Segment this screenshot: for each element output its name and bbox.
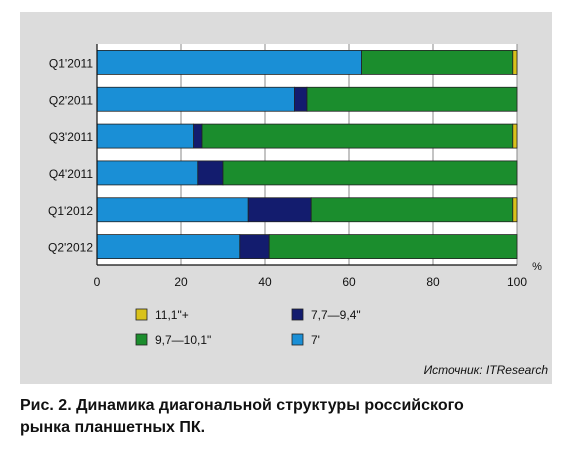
bar-segment [222,160,518,186]
figure-caption: Рис. 2. Динамика диагональной структуры … [20,395,560,439]
x-tick-label: 0 [94,275,101,289]
x-tick-label: 40 [258,275,272,289]
bar-segment [197,160,224,186]
legend-label: 11,1"+ [155,308,189,322]
caption-line-1: Рис. 2. Динамика диагональной структуры … [20,397,464,414]
legend-swatch [291,308,304,321]
bar-segment [239,234,270,259]
bar-segment [96,234,241,259]
category-label: Q1'2011 [49,56,93,70]
category-label: Q2'2012 [48,241,93,255]
bar-segment [96,86,295,112]
category-label: Q3'2011 [49,130,93,144]
x-tick-label: 80 [426,275,440,289]
bar-segment [512,123,518,149]
bar-segment [512,50,518,75]
caption-line-2: рынка планшетных ПК. [20,419,206,436]
plot-area [97,44,517,265]
bar-segment [247,197,312,223]
bar-segment [306,86,518,112]
bar-segment [201,123,514,149]
bar-segment [96,160,199,186]
bar-segment [268,234,518,259]
category-label: Q4'2011 [49,167,93,181]
legend-swatch [291,333,304,346]
x-tick-label: 60 [342,275,356,289]
legend-swatch [135,333,148,346]
category-label: Q2'2011 [49,93,93,107]
bar-segment [96,50,363,75]
legend-label: 7,7—9,4" [311,308,361,322]
source-label: Источник: ITResearch [424,363,549,377]
bar-segment [293,86,308,112]
bar-segment [361,50,514,75]
x-tick-label: 100 [507,275,527,289]
bar-segment [193,123,203,149]
bar-segment [96,197,249,223]
legend-swatch [135,308,148,321]
x-tick-label: 20 [174,275,188,289]
bar-segment [512,197,518,223]
bar-segment [96,123,194,149]
category-label: Q1'2012 [48,204,93,218]
legend-label: 9,7—10,1" [155,333,211,347]
bar-segment [310,197,514,223]
legend-label: 7' [311,333,320,347]
x-unit-label: % [532,261,542,273]
